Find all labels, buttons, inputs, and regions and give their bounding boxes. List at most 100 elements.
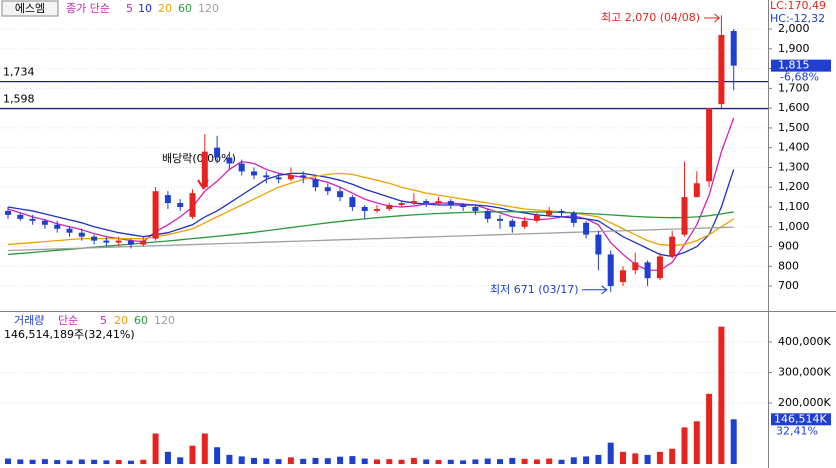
volume-current: 146,514K: [774, 412, 827, 425]
y-tick-label: 700: [778, 279, 799, 292]
legend-item: 60: [178, 2, 192, 15]
volume-bar: [312, 457, 319, 465]
volume-bar: [226, 454, 233, 465]
volume-bar: [361, 458, 368, 465]
volume-bar: [324, 458, 331, 465]
candle-body: [177, 203, 184, 207]
candle-body: [103, 240, 110, 243]
legend-item: 20: [158, 2, 172, 15]
volume-bar: [706, 393, 713, 465]
candle-body: [607, 254, 614, 287]
candle-body: [681, 197, 688, 235]
candle-body: [583, 222, 590, 235]
y-tick-label: 1,400: [778, 141, 810, 154]
candle-body: [435, 201, 442, 204]
volume-bar: [386, 459, 393, 465]
volume-bar: [214, 447, 221, 465]
volume-legend-item: 5: [100, 314, 107, 327]
volume-bar: [595, 454, 602, 465]
volume-text: 146,514,189주(32,41%): [4, 328, 135, 341]
y-tick-label: 1,500: [778, 121, 810, 134]
volume-bar: [78, 459, 85, 465]
candle-body: [398, 203, 405, 206]
candle-body: [263, 175, 270, 178]
candle-body: [128, 240, 134, 245]
candle-body: [287, 175, 294, 180]
y-tick-label: 900: [778, 240, 799, 253]
volume-bar: [152, 433, 159, 465]
volume-bar: [410, 457, 417, 465]
volume-bar: [398, 459, 405, 465]
y-tick-label: 800: [778, 259, 799, 272]
volume-bar: [263, 458, 270, 465]
candle-body: [595, 234, 602, 255]
candle-body: [447, 201, 454, 206]
candle-body: [17, 214, 24, 219]
low-arrow: [582, 285, 608, 295]
y-tick-label: 1,600: [778, 101, 810, 114]
volume-bar: [620, 451, 626, 465]
moving-average: [7, 226, 734, 252]
volume-y-tick-label: 300,000K: [778, 365, 831, 378]
volume-bar: [497, 459, 503, 465]
volume-y-tick-label: 200,000K: [778, 396, 831, 409]
stock-name[interactable]: 에스엠: [15, 2, 45, 15]
moving-average: [7, 172, 735, 247]
candle-body: [312, 179, 319, 188]
y-tick-label: 2,000: [778, 22, 810, 35]
candle-body: [251, 171, 257, 176]
volume-bar: [374, 459, 380, 465]
candle-body: [386, 205, 393, 209]
candle-body: [349, 197, 356, 207]
volume-bar: [189, 445, 196, 465]
candle-body: [718, 34, 725, 105]
legend-item: 120: [198, 2, 219, 15]
y-tick-label: 1,200: [778, 180, 810, 193]
candle-body: [423, 201, 430, 204]
volume-bar: [91, 459, 98, 465]
candle-body: [730, 31, 737, 66]
candle-body: [238, 163, 245, 172]
volume-bar: [115, 460, 122, 465]
volume-bar: [533, 459, 540, 465]
candle-body: [300, 175, 307, 178]
candle-body: [78, 232, 85, 237]
candle-body: [509, 220, 516, 227]
candle-body: [669, 236, 676, 257]
stock-box[interactable]: [1, 0, 59, 17]
volume-bar: [644, 454, 651, 465]
candle-body: [632, 262, 639, 271]
y-tick-label: 1,900: [778, 42, 810, 55]
legend-item: 10: [138, 2, 152, 15]
candle-body: [115, 240, 122, 243]
candle-body: [54, 224, 61, 229]
volume-bar: [349, 456, 356, 465]
volume-legend-item: 20: [114, 314, 128, 327]
candle-body: [275, 177, 282, 180]
candle-body: [410, 201, 417, 204]
current-price: 1,815: [778, 59, 810, 72]
y-tick-label: 1,300: [778, 160, 810, 173]
candle-body: [226, 157, 233, 164]
candle-body: [324, 187, 331, 192]
candle-body: [570, 212, 577, 223]
volume-bar: [681, 427, 688, 465]
candle-body: [460, 205, 467, 207]
volume-ratio: 32,41%: [776, 424, 818, 437]
volume-bar: [669, 448, 676, 465]
candle-body: [374, 208, 380, 211]
reference-label: 1,734: [3, 66, 35, 79]
candle-body: [29, 218, 36, 221]
volume-bar: [17, 459, 24, 465]
moving-average: [7, 169, 735, 258]
volume-bar: [484, 458, 491, 465]
legend-item: 5: [126, 2, 133, 15]
candle-body: [152, 191, 159, 239]
volume-bar: [5, 458, 11, 465]
volume-bar: [128, 460, 134, 465]
low-annotation: 최저 671 (03/17): [490, 283, 579, 296]
reference-label: 1,598: [3, 93, 35, 106]
volume-bar: [460, 460, 467, 465]
volume-bar: [546, 458, 553, 465]
